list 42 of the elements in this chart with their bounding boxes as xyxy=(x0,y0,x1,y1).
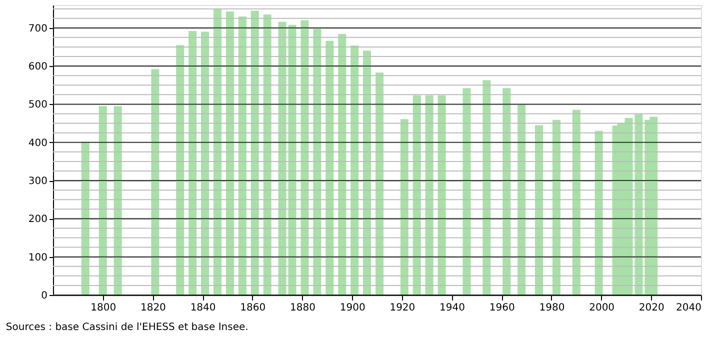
y-tick-label: 500 xyxy=(28,100,48,111)
bar xyxy=(114,106,122,295)
x-tick-label: 2040 xyxy=(676,302,702,314)
y-tick-label: 600 xyxy=(28,62,48,73)
x-tick-label: 1940 xyxy=(440,302,465,314)
bar xyxy=(425,95,434,295)
y-tick-label: 300 xyxy=(28,176,48,188)
bar xyxy=(326,40,334,295)
bar xyxy=(412,95,421,295)
bar xyxy=(98,106,107,295)
bar xyxy=(201,32,210,295)
x-tick-label: 2020 xyxy=(638,302,664,314)
x-tick-label: 1820 xyxy=(140,302,166,314)
bar xyxy=(313,29,322,295)
bar xyxy=(482,80,491,295)
x-tick-label: 1980 xyxy=(539,302,565,314)
bar xyxy=(300,20,309,295)
bar xyxy=(535,125,543,295)
x-tick-label: 1900 xyxy=(340,302,366,314)
bar xyxy=(188,30,197,295)
x-tick-label: 1840 xyxy=(190,302,216,314)
x-tick-label: 1960 xyxy=(489,302,515,314)
bar xyxy=(226,11,234,295)
y-tick-label: 400 xyxy=(28,138,48,149)
bar xyxy=(400,119,408,295)
bar xyxy=(502,88,511,295)
bar xyxy=(151,69,160,295)
y-tick-label: 100 xyxy=(28,252,48,264)
bar xyxy=(518,104,526,295)
y-tick-label: 700 xyxy=(28,23,48,34)
x-tick-label: 2000 xyxy=(589,302,615,314)
bar xyxy=(438,95,446,295)
bar xyxy=(250,10,259,295)
x-tick-label: 1880 xyxy=(290,302,316,314)
y-tick-label: 0 xyxy=(41,290,48,302)
x-tick-label: 1920 xyxy=(390,302,416,314)
source-note: Sources : base Cassini de l'EHESS et base Insee. xyxy=(6,322,248,333)
bar xyxy=(462,88,471,295)
x-tick-label: 1860 xyxy=(240,302,266,314)
y-tick-label: 200 xyxy=(28,214,48,226)
x-tick-label: 1800 xyxy=(90,302,116,314)
bar xyxy=(634,114,643,295)
